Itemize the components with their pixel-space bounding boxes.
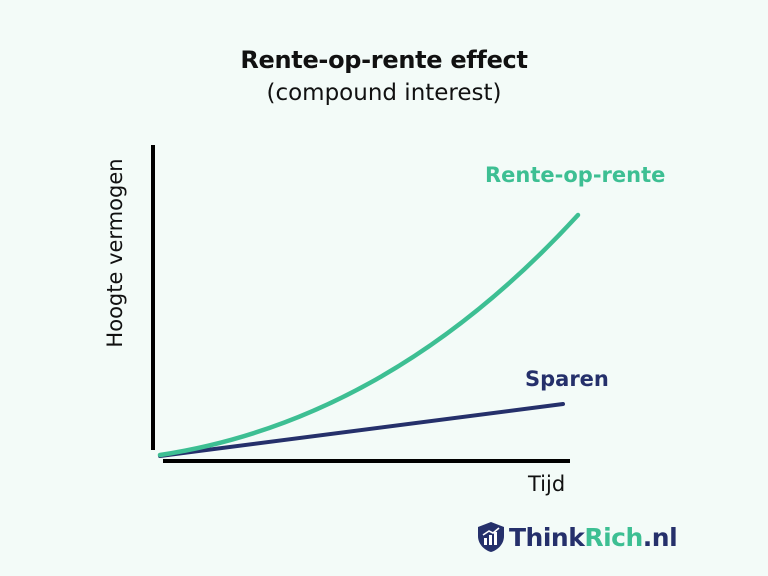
x-axis-label: Tijd	[528, 472, 566, 496]
series-line-rente-op-rente	[157, 212, 581, 458]
series-label-sparen: Sparen	[525, 367, 609, 391]
chart-subtitle: (compound interest)	[266, 80, 502, 106]
series-line-sparen	[158, 402, 565, 458]
series-label-rente-op-rente: Rente-op-rente	[485, 163, 666, 187]
thinkrich-logo: ThinkRich.nl	[477, 521, 678, 553]
y-axis-label: Hoogte vermogen	[103, 158, 127, 348]
logo-text-think: Think	[509, 522, 585, 552]
chart-title: Rente-op-rente effect	[240, 46, 528, 74]
shield-chart-icon	[478, 522, 504, 552]
logo-text-nl: .nl	[642, 522, 678, 552]
logo-text-rich: Rich	[584, 522, 643, 552]
